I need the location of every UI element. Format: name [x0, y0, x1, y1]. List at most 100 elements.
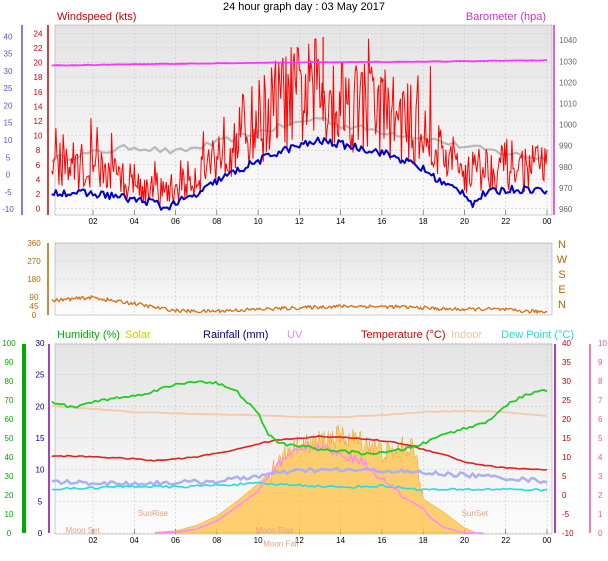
- humidity-tick: 90: [5, 358, 14, 367]
- temperature-xtick-label: 06: [171, 536, 180, 545]
- barometer-tick: 1000: [559, 121, 577, 130]
- annotation-label: SunSet: [462, 509, 489, 518]
- uv-tick: 1: [598, 510, 603, 519]
- uv-tick: 4: [598, 453, 603, 462]
- humidity-tick: 80: [5, 377, 14, 386]
- wind-xtick-label: 10: [254, 217, 263, 226]
- rainfall-tick: 10: [36, 466, 45, 475]
- temperature-tick: -10: [562, 529, 574, 538]
- wind-tick: 6: [36, 161, 41, 170]
- temperature-axes: 0102030405060708090100051015202530-10-50…: [2, 339, 607, 545]
- temperature-tick: 0: [562, 491, 567, 500]
- wind-average-line: [51, 136, 548, 211]
- wind-tick: 16: [34, 88, 43, 97]
- wind-xtick-label: 12: [295, 217, 304, 226]
- temperature-xtick-label: 00: [543, 536, 552, 545]
- temperature-line: [51, 435, 548, 471]
- rainfall-tick: 0: [38, 529, 43, 538]
- temperature-tick: 5: [562, 472, 567, 481]
- wind-direction-line: [51, 295, 548, 314]
- wind-xtick-label: 02: [89, 217, 98, 226]
- barometer-line: [51, 59, 548, 67]
- wind-tick: 10: [34, 132, 43, 141]
- uv-tick: 2: [598, 491, 603, 500]
- wind-outer-tick: 5: [6, 153, 11, 162]
- legend-dew-point: Dew Point (°C): [501, 329, 574, 341]
- temperature-series: [51, 380, 548, 534]
- wind-panel: Windspeed (kts) Barometer (hpa) -10 -5 0 5 1…: [2, 11, 577, 226]
- wind-tick: 22: [34, 44, 43, 53]
- rainfall-line: [51, 466, 548, 487]
- temperature-xtick-label: 08: [212, 536, 221, 545]
- temperature-xtick-label: 12: [295, 536, 304, 545]
- direction-tick: 270: [27, 257, 41, 266]
- humidity-tick: 20: [5, 491, 14, 500]
- wind-tick: 0: [36, 205, 41, 214]
- dew-point-line: [51, 481, 548, 492]
- graph-title: 24 hour graph day : 03 May 2017: [223, 1, 385, 13]
- barometer-tick: 980: [559, 163, 573, 172]
- humidity-tick: 0: [7, 529, 12, 538]
- wind-outer-tick: 15: [4, 119, 13, 128]
- direction-tick: 0: [32, 311, 37, 320]
- uv-tick: 7: [598, 396, 603, 405]
- barometer-tick: 1020: [559, 78, 577, 87]
- direction-tick: 45: [30, 302, 39, 311]
- temperature-xtick-label: 20: [460, 536, 469, 545]
- uv-tick: 10: [598, 339, 607, 348]
- compass-label: S: [558, 269, 565, 281]
- wind-series: [50, 36, 548, 211]
- temperature-xtick-label: 04: [130, 536, 139, 545]
- wind-xtick-label: 20: [460, 217, 469, 226]
- wind-background-line: [50, 116, 548, 163]
- temperature-tick: 10: [562, 453, 571, 462]
- wind-tick: 18: [34, 73, 43, 82]
- uv-line: [154, 441, 483, 534]
- wind-xtick-label: 06: [171, 217, 180, 226]
- direction-tick: 180: [27, 275, 41, 284]
- direction-series: [51, 295, 548, 314]
- wind-axes: -10-505101520253035400246810121416182022…: [2, 25, 577, 226]
- compass-label: E: [558, 284, 565, 296]
- wind-outer-tick: 25: [4, 84, 13, 93]
- temperature-tick: 20: [562, 415, 571, 424]
- temperature-xtick-label: 14: [336, 536, 345, 545]
- barometer-axis-label: Barometer (hpa): [466, 11, 546, 23]
- rainfall-tick: 30: [36, 339, 45, 348]
- annotation-label: Moon Set: [66, 526, 101, 535]
- uv-tick: 5: [598, 434, 603, 443]
- barometer-tick: 1030: [559, 57, 577, 66]
- temperature-tick: 15: [562, 434, 571, 443]
- wind-tick: 2: [36, 190, 41, 199]
- humidity-line: [51, 380, 548, 456]
- uv-tick: 8: [598, 377, 603, 386]
- compass-label: N: [558, 239, 566, 251]
- wind-tick: 4: [36, 175, 41, 184]
- wind-tick: 14: [34, 102, 43, 111]
- humidity-tick: 60: [5, 415, 14, 424]
- wind-xtick-label: 18: [419, 217, 428, 226]
- annotation-label: Moon Fall: [263, 539, 298, 548]
- rainfall-tick: 5: [38, 497, 43, 506]
- wind-tick: 20: [34, 59, 43, 68]
- temperature-xtick-label: 16: [377, 536, 386, 545]
- uv-tick: 6: [598, 415, 603, 424]
- temperature-xtick-label: 22: [501, 536, 510, 545]
- rainfall-tick: 25: [36, 371, 45, 380]
- annotation-label: Moon Rise: [255, 526, 294, 535]
- wind-outer-tick: -10: [2, 205, 14, 214]
- barometer-tick: 970: [559, 184, 573, 193]
- temperature-tick: 40: [562, 339, 571, 348]
- direction-tick: 90: [30, 293, 39, 302]
- humidity-tick: 30: [5, 472, 14, 481]
- rainfall-tick: 15: [36, 434, 45, 443]
- wind-outer-tick: -5: [4, 188, 12, 197]
- legend-temperature: Temperature (°C): [361, 329, 445, 341]
- temperature-annotations: Moon Set SunRise Moon Rise Moon Fall SunSet: [66, 509, 489, 548]
- humidity-tick: 50: [5, 434, 14, 443]
- wind-outer-tick: 0: [6, 171, 11, 180]
- compass-label: N: [558, 299, 566, 311]
- wind-xtick-label: 16: [377, 217, 386, 226]
